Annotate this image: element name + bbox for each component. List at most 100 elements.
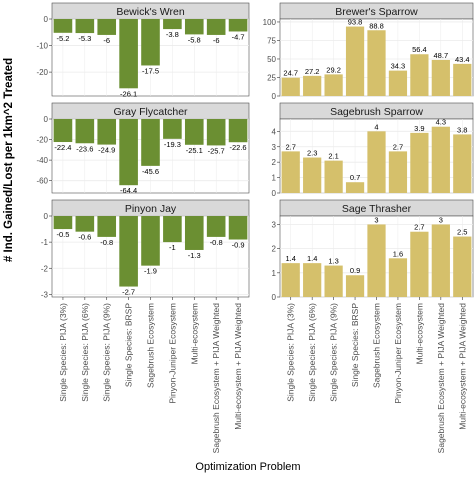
y-tick-label: -1 <box>41 238 49 247</box>
bar <box>345 182 365 193</box>
bar-data-label: -25.1 <box>186 146 203 155</box>
panel-title: Gray Flycatcher <box>113 106 188 118</box>
panel-gray-flycatcher: Gray Flycatcher 0 -20 -40 -60 -22.4 -23.6 -24.9… <box>36 102 250 195</box>
bar <box>345 275 365 297</box>
bar-data-label: 27.2 <box>305 67 320 76</box>
bar-data-label: 2.5 <box>457 228 467 237</box>
bar-data-label: -22.6 <box>230 143 247 152</box>
y-tick-label: 2 <box>272 158 277 167</box>
x-tick-label: Single Species: PIJA (3%) <box>58 303 68 402</box>
bar <box>324 265 343 297</box>
bar <box>53 19 73 33</box>
bar <box>410 54 429 96</box>
bar-data-label: -1.3 <box>188 251 201 260</box>
bar <box>141 216 160 266</box>
bar <box>388 151 408 193</box>
panel-title: Sage Thrasher <box>342 203 412 215</box>
bar <box>431 126 450 193</box>
y-tick-label: 2 <box>272 245 277 254</box>
bar-data-label: -45.6 <box>142 167 159 176</box>
panel-title: Brewer's Sparrow <box>335 6 418 18</box>
y-tick-label: 0 <box>272 189 277 198</box>
bar <box>388 258 408 297</box>
x-tick-label: Pinyon-Juniper Ecosystem <box>167 303 177 404</box>
x-tick-label: Sagebrush Ecosystem + PIJA Weighted <box>436 303 446 454</box>
x-tick-label: Multi-ecosystem <box>189 303 199 364</box>
bar <box>303 263 322 297</box>
panel-brewer-s-sparrow: Brewer's Sparrow 0 25 50 75 100 24.7 27.2 29.2 93… <box>263 2 474 101</box>
bar-data-label: 2.3 <box>307 149 317 158</box>
bar-data-label: 1.6 <box>393 249 403 258</box>
bar <box>345 26 365 96</box>
bar-data-label: 0.9 <box>350 266 360 275</box>
x-tick-label: Single Species: PIJA (6%) <box>307 303 317 402</box>
bar-data-label: -4.7 <box>232 32 245 41</box>
bar-data-label: -3.8 <box>166 30 179 39</box>
bar-data-label: 3.8 <box>457 125 467 134</box>
y-tick-label: 100 <box>263 18 277 27</box>
bar-data-label: 0.7 <box>350 173 360 182</box>
x-tick-label: Pinyon-Juniper Ecosystem <box>393 303 403 404</box>
bar <box>453 63 472 96</box>
x-axis-title: Optimization Problem <box>195 461 300 473</box>
bar <box>431 59 450 96</box>
bar-data-label: 48.7 <box>434 51 449 60</box>
x-tick-label: Multi-ecosystem <box>414 303 424 364</box>
bar-data-label: -17.5 <box>142 66 159 75</box>
bar-data-label: -25.7 <box>208 146 225 155</box>
bar-data-label: -5.2 <box>56 34 69 43</box>
x-tick-label: Single Species: PIJA (6%) <box>80 303 90 402</box>
bar-data-label: -0.8 <box>100 238 113 247</box>
bar-data-label: 1.4 <box>286 254 296 263</box>
bar <box>453 236 472 297</box>
bar-data-label: -0.5 <box>56 230 69 239</box>
bar <box>324 160 343 193</box>
y-tick-label: -10 <box>36 42 48 51</box>
bar <box>97 119 117 145</box>
bar <box>184 216 204 250</box>
bar-data-label: -5.3 <box>78 34 91 43</box>
bar <box>367 131 386 193</box>
bar <box>75 216 95 232</box>
bar <box>141 19 160 66</box>
bar-data-label: 56.4 <box>412 45 427 54</box>
panel-title: Bewick's Wren <box>116 6 184 18</box>
y-axis-title: # Ind. Gained/Lost per 1km^2 Treated <box>3 58 15 262</box>
panel-title: Pinyon Jay <box>125 203 177 215</box>
bar <box>410 231 429 297</box>
bar-data-label: 1.4 <box>307 254 317 263</box>
bar-data-label: -23.6 <box>76 144 93 153</box>
bar-data-label: 3 <box>374 215 378 224</box>
y-tick-label: -20 <box>36 136 48 145</box>
bar <box>281 151 300 193</box>
bar-data-label: 43.4 <box>455 55 470 64</box>
bar <box>431 224 450 297</box>
bar-data-label: -1 <box>169 243 176 252</box>
bar <box>184 119 204 145</box>
bar-data-label: 2.7 <box>393 142 403 151</box>
y-tick-label: 25 <box>267 73 276 82</box>
y-tick-label: 75 <box>267 36 276 45</box>
bar-data-label: 1.3 <box>328 257 338 266</box>
y-tick-label: -60 <box>36 177 48 186</box>
x-tick-label: Single Species: PIJA (9%) <box>102 303 112 402</box>
bar-data-label: -6 <box>213 36 220 45</box>
x-tick-label: Single Species: BRSP <box>124 303 134 387</box>
y-tick-label: 0 <box>44 15 49 24</box>
bar <box>228 119 248 143</box>
bar-data-label: 3 <box>439 215 443 224</box>
bar <box>228 19 248 32</box>
bar-data-label: -0.6 <box>78 233 91 242</box>
bar <box>97 19 117 35</box>
y-tick-label: 0 <box>44 212 49 221</box>
bar <box>119 216 138 287</box>
bar-data-label: -6 <box>103 36 110 45</box>
y-tick-label: 0 <box>44 115 49 124</box>
bar-data-label: 93.8 <box>348 18 363 27</box>
y-tick-label: -40 <box>36 156 48 165</box>
bar-data-label: -2.7 <box>122 288 135 297</box>
x-tick-label: Multi-ecosystem + PIJA Weighted <box>457 303 467 430</box>
